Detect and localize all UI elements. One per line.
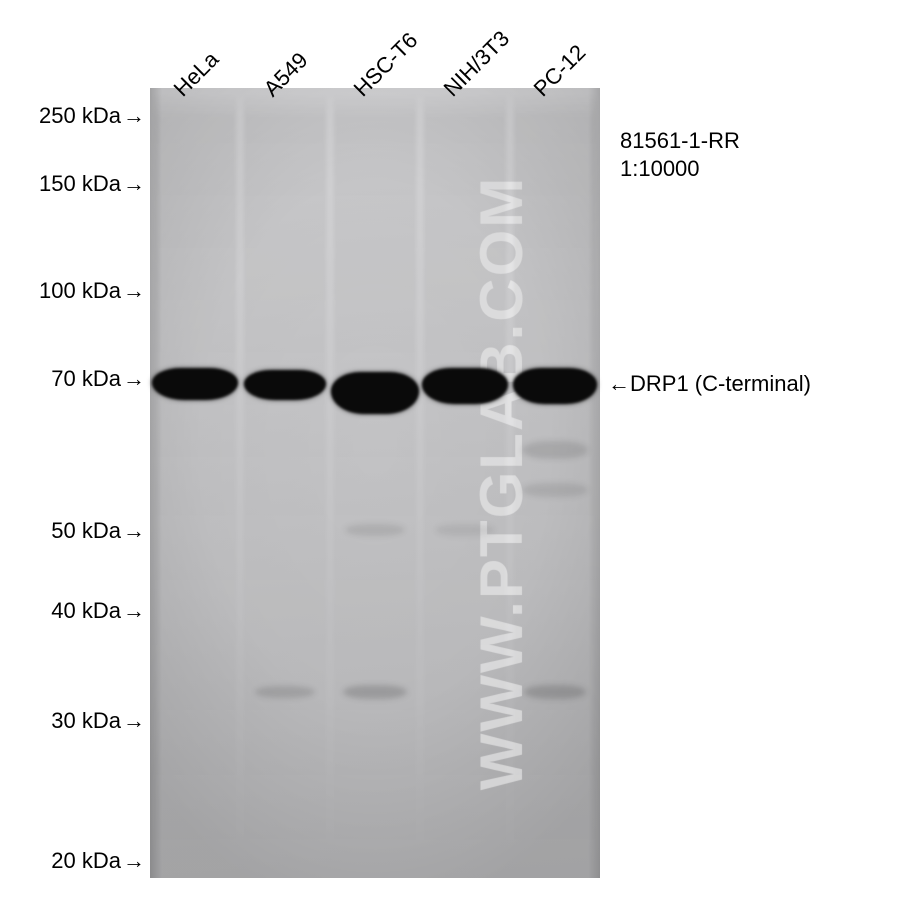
faint-band bbox=[522, 441, 588, 459]
lane-smear bbox=[154, 94, 236, 872]
mw-marker-label: 30 kDa→ bbox=[0, 708, 145, 734]
arrow-right-icon: → bbox=[123, 708, 145, 734]
faint-band bbox=[255, 686, 315, 698]
mw-marker-text: 100 kDa bbox=[39, 278, 121, 303]
arrow-right-icon: → bbox=[123, 518, 145, 544]
mw-marker-text: 150 kDa bbox=[39, 171, 121, 196]
protein-band bbox=[422, 368, 508, 404]
lane-smear bbox=[334, 94, 416, 872]
mw-marker-text: 40 kDa bbox=[51, 598, 121, 623]
target-band-label: ←DRP1 (C-terminal) bbox=[608, 371, 811, 397]
protein-band bbox=[244, 370, 326, 400]
arrow-left-icon: ← bbox=[608, 371, 630, 396]
lane-smear bbox=[244, 94, 326, 872]
mw-marker-label: 40 kDa→ bbox=[0, 598, 145, 624]
faint-band bbox=[435, 524, 495, 536]
faint-band bbox=[345, 524, 405, 536]
arrow-right-icon: → bbox=[123, 171, 145, 197]
arrow-right-icon: → bbox=[123, 598, 145, 624]
protein-band bbox=[513, 368, 597, 404]
mw-marker-label: 50 kDa→ bbox=[0, 518, 145, 544]
dilution-text: 1:10000 bbox=[620, 156, 700, 182]
mw-marker-label: 150 kDa→ bbox=[0, 171, 145, 197]
target-band-name: DRP1 (C-terminal) bbox=[630, 371, 811, 396]
mw-marker-label: 70 kDa→ bbox=[0, 366, 145, 392]
mw-marker-label: 20 kDa→ bbox=[0, 848, 145, 874]
protein-band bbox=[152, 368, 238, 400]
arrow-right-icon: → bbox=[123, 848, 145, 874]
arrow-right-icon: → bbox=[123, 103, 145, 129]
blot-membrane: WWW.PTGLAB.COM bbox=[150, 88, 600, 878]
lane-smear bbox=[424, 94, 506, 872]
faint-band bbox=[524, 685, 586, 699]
arrow-right-icon: → bbox=[123, 278, 145, 304]
mw-marker-text: 250 kDa bbox=[39, 103, 121, 128]
mw-marker-text: 30 kDa bbox=[51, 708, 121, 733]
mw-marker-label: 250 kDa→ bbox=[0, 103, 145, 129]
figure-container: WWW.PTGLAB.COM HeLaA549HSC-T6NIH/3T3PC-1… bbox=[0, 0, 903, 903]
protein-band bbox=[331, 372, 419, 414]
catalog-number: 81561-1-RR bbox=[620, 128, 740, 154]
faint-band bbox=[343, 685, 407, 699]
mw-marker-label: 100 kDa→ bbox=[0, 278, 145, 304]
mw-marker-text: 70 kDa bbox=[51, 366, 121, 391]
faint-band bbox=[522, 483, 588, 497]
arrow-right-icon: → bbox=[123, 366, 145, 392]
mw-marker-text: 20 kDa bbox=[51, 848, 121, 873]
mw-marker-text: 50 kDa bbox=[51, 518, 121, 543]
